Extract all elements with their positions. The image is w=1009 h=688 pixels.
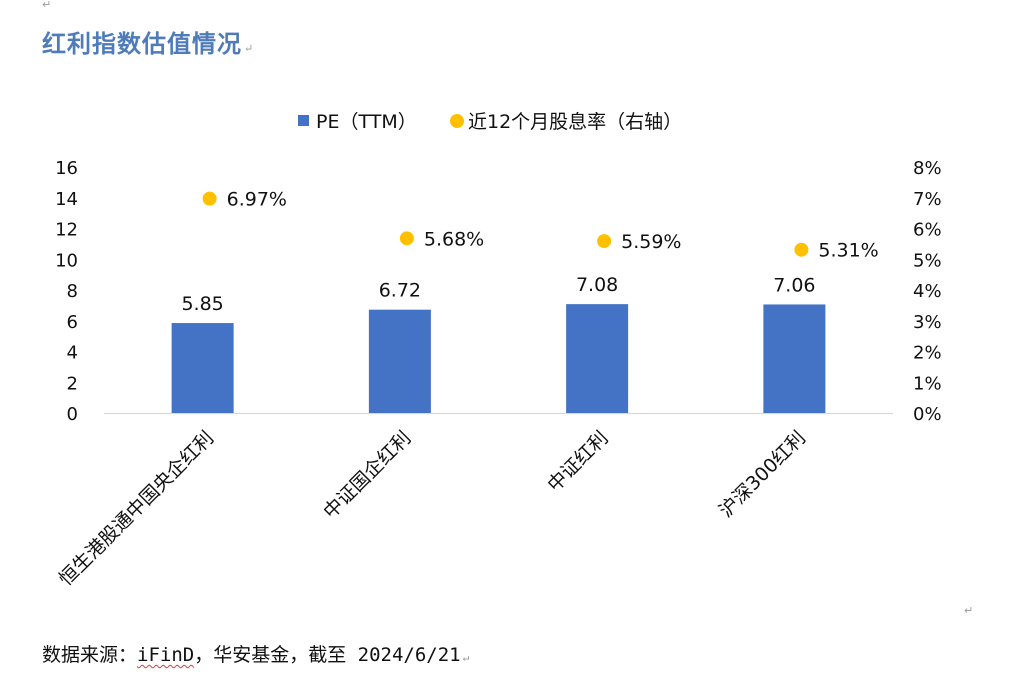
right-axis-tick: 5% <box>913 250 942 271</box>
pe-bar <box>368 309 431 413</box>
category-label: 中证国企红利 <box>319 427 415 523</box>
left-axis-tick: 0 <box>67 404 78 425</box>
right-axis-tick: 8% <box>913 158 942 179</box>
dividend-value-label: 5.68% <box>424 228 484 250</box>
left-axis-tick: 10 <box>55 250 78 271</box>
paragraph-mark: ↵ <box>964 604 974 617</box>
right-axis-tick: 1% <box>913 373 942 394</box>
dividend-series: 6.97% 5.68% 5.59% 5.31% <box>202 189 879 262</box>
paragraph-mark: ↵ <box>244 42 255 55</box>
right-axis-tick: 3% <box>913 312 942 333</box>
right-axis-tick: 6% <box>913 220 942 241</box>
dividend-point <box>399 231 414 246</box>
paragraph-mark: ↵ <box>462 651 470 664</box>
left-axis-tick: 16 <box>55 158 78 179</box>
pe-value-label: 5.85 <box>181 293 223 315</box>
legend-swatch-pe <box>298 115 309 126</box>
page-title: 红利指数估值情况 ↵ <box>42 24 254 59</box>
chart-legend: PE（TTM） 近12个月股息率（右轴） <box>298 111 682 133</box>
pe-bar <box>763 304 826 413</box>
right-axis-tick: 2% <box>913 343 942 364</box>
dividend-value-label: 6.97% <box>227 189 287 211</box>
left-axis: 0 2 4 6 8 10 12 14 16 <box>55 158 893 425</box>
legend-swatch-dividend <box>450 114 464 128</box>
category-label: 恒生港股通中国央企红利 <box>55 427 218 590</box>
left-axis-tick: 12 <box>55 220 78 241</box>
dividend-point <box>597 234 612 249</box>
source-detail: ，华安基金，截至 2024/6/21 <box>194 644 461 666</box>
dividend-value-label: 5.59% <box>621 231 681 253</box>
pe-value-label: 6.72 <box>379 280 421 302</box>
left-axis-tick: 6 <box>67 312 78 333</box>
left-axis-tick: 8 <box>67 281 78 302</box>
category-labels: 恒生港股通中国央企红利 中证国企红利 中证红利 沪深300红利 <box>55 427 810 590</box>
bar-series: 5.85 6.72 7.08 7.06 <box>171 274 826 413</box>
right-axis: 0% 1% 2% 3% 4% 5% 6% 7% 8% <box>913 158 942 425</box>
source-label: 数据来源： <box>42 644 138 666</box>
dividend-point <box>794 242 809 257</box>
legend-label-pe: PE（TTM） <box>316 111 417 133</box>
right-axis-tick: 0% <box>913 404 942 425</box>
data-source-note: 数据来源：iFinD，华安基金，截至 2024/6/21 ↵ <box>42 640 469 667</box>
category-label: 中证红利 <box>543 427 612 496</box>
right-axis-tick: 4% <box>913 281 942 302</box>
pe-value-label: 7.08 <box>576 274 618 296</box>
page-title-text: 红利指数估值情况 <box>42 29 242 58</box>
pe-bar <box>566 304 629 413</box>
dividend-value-label: 5.31% <box>818 240 878 262</box>
right-axis-tick: 7% <box>913 189 942 210</box>
pe-value-label: 7.06 <box>773 274 815 296</box>
legend-label-dividend: 近12个月股息率（右轴） <box>468 111 682 133</box>
dividend-point <box>202 191 217 206</box>
source-brand: iFinD <box>137 644 195 666</box>
valuation-chart: PE（TTM） 近12个月股息率（右轴） 0 2 4 6 8 10 12 14 16 0% 1% 2%… <box>55 111 942 590</box>
category-label: 沪深300红利 <box>715 427 810 522</box>
left-axis-tick: 2 <box>67 373 78 394</box>
left-axis-tick: 14 <box>55 189 78 210</box>
paragraph-mark: ↵ <box>42 0 52 11</box>
pe-bar <box>171 323 234 413</box>
left-axis-tick: 4 <box>67 343 78 364</box>
